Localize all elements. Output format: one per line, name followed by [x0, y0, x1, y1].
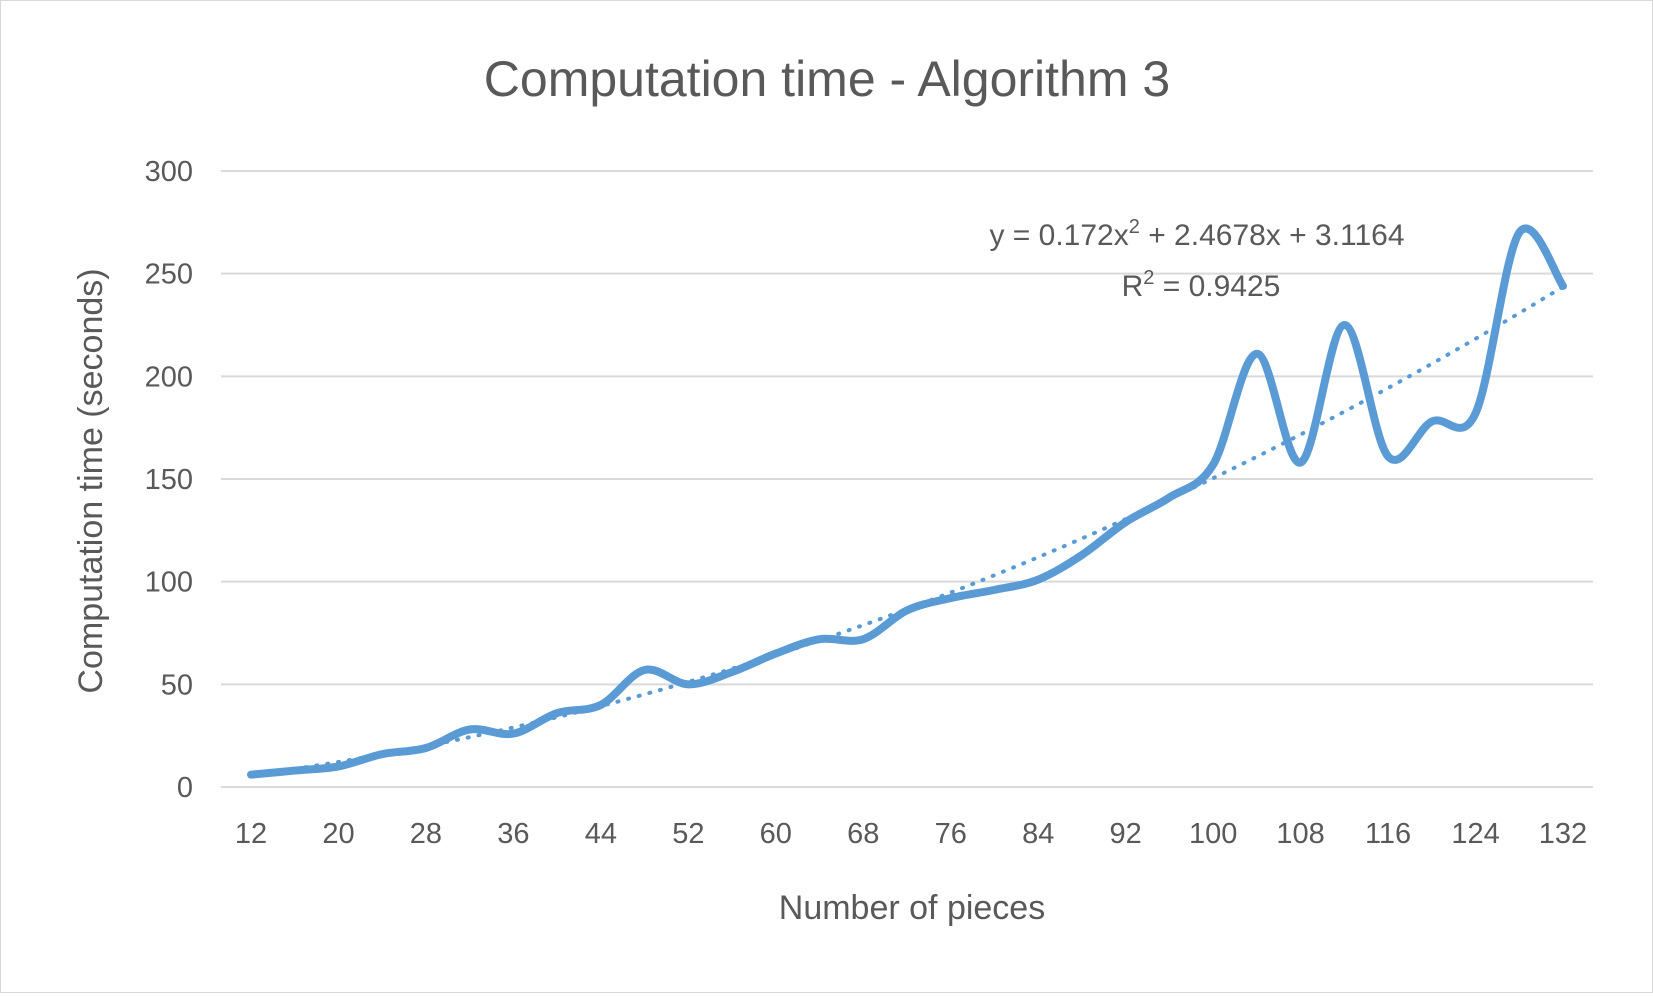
data-points [247, 229, 1567, 779]
x-tick-label: 108 [1276, 818, 1324, 850]
y-tick-label: 300 [145, 156, 193, 188]
y-axis-ticks: 0 50 100 150 200 250 300 [145, 156, 193, 804]
x-tick-label: 124 [1451, 818, 1499, 850]
x-tick-label: 68 [847, 818, 879, 850]
x-tick-label: 76 [935, 818, 967, 850]
y-tick-label: 150 [145, 464, 193, 496]
y-tick-label: 100 [145, 567, 193, 599]
trendline-r-squared: R2 = 0.9425 [1122, 267, 1281, 303]
x-tick-label: 60 [760, 818, 792, 850]
x-tick-label: 92 [1110, 818, 1142, 850]
gridlines [221, 170, 1593, 788]
chart-title: Computation time - Algorithm 3 [484, 51, 1170, 107]
x-tick-label: 84 [1022, 818, 1054, 850]
y-tick-label: 50 [161, 669, 193, 701]
y-axis-title: Computation time (seconds) [72, 268, 110, 693]
x-tick-label: 20 [322, 818, 354, 850]
y-tick-label: 250 [145, 259, 193, 291]
x-tick-label: 36 [497, 818, 529, 850]
series-line [247, 224, 1567, 779]
x-tick-label: 116 [1365, 818, 1411, 850]
y-tick-label: 0 [177, 772, 193, 804]
x-tick-label: 100 [1189, 818, 1237, 850]
x-axis-title: Number of pieces [779, 889, 1045, 927]
x-tick-label: 44 [585, 818, 617, 850]
y-tick-label: 200 [145, 361, 193, 393]
x-axis-ticks: 12 20 28 36 44 52 60 68 76 84 92 100 108 116 124 132 [235, 818, 1587, 850]
trendline [249, 284, 1565, 778]
x-tick-label: 12 [235, 818, 267, 850]
trendline-equation: y = 0.172x2 + 2.4678x + 3.1164 [989, 216, 1404, 252]
x-tick-label: 52 [672, 818, 704, 850]
x-tick-label: 132 [1539, 818, 1587, 850]
x-tick-label: 28 [410, 818, 442, 850]
